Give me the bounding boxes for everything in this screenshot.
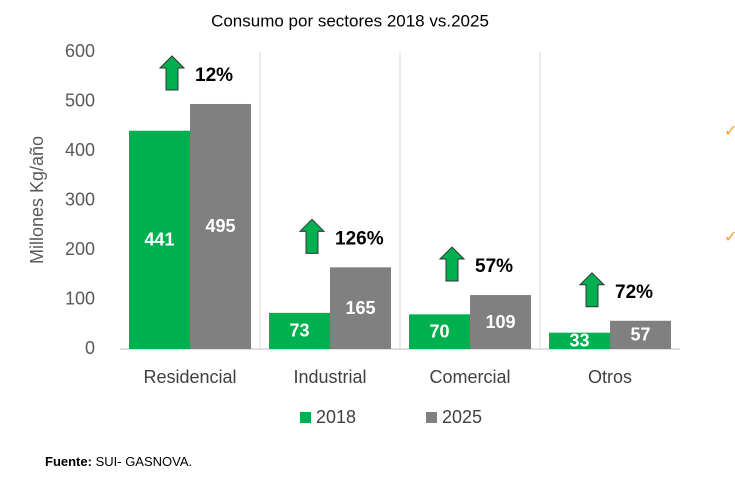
y-tick-label: 500 bbox=[65, 90, 95, 110]
bar bbox=[470, 295, 531, 349]
legend-label: 2018 bbox=[316, 407, 356, 427]
bar bbox=[409, 314, 470, 349]
value-label: 165 bbox=[345, 298, 375, 318]
y-tick-label: 600 bbox=[65, 41, 95, 61]
check-icon: ✓ bbox=[724, 123, 735, 140]
source-text: SUI- GASNOVA. bbox=[96, 454, 193, 469]
value-label: 109 bbox=[485, 312, 515, 332]
value-label: 57 bbox=[630, 325, 650, 345]
value-label: 70 bbox=[429, 321, 449, 341]
x-tick-label: Residencial bbox=[143, 367, 236, 387]
y-tick-label: 0 bbox=[85, 338, 95, 358]
up-arrow bbox=[298, 218, 326, 254]
legend-swatch bbox=[426, 412, 437, 423]
legend-swatch bbox=[300, 412, 311, 423]
bar bbox=[190, 103, 251, 349]
annotation: 126% bbox=[335, 228, 384, 249]
x-tick-label: Industrial bbox=[293, 367, 366, 387]
value-label: 441 bbox=[144, 230, 174, 250]
source: Fuente: SUI- GASNOVA. bbox=[45, 454, 192, 469]
bar bbox=[610, 320, 671, 349]
y-tick-label: 300 bbox=[65, 189, 95, 209]
up-arrow bbox=[158, 55, 186, 91]
x-tick-label: Comercial bbox=[429, 367, 510, 387]
check-icon: ✓ bbox=[724, 229, 735, 246]
annotation: 12% bbox=[195, 65, 233, 86]
bar bbox=[129, 130, 190, 349]
bar bbox=[330, 267, 391, 349]
value-label: 495 bbox=[205, 216, 235, 236]
chart-title: Consumo por sectores 2018 vs.2025 bbox=[211, 11, 489, 30]
value-label: 33 bbox=[569, 331, 589, 351]
up-arrow bbox=[438, 246, 466, 282]
y-tick-label: 100 bbox=[65, 288, 95, 308]
up-arrow bbox=[578, 272, 606, 308]
annotation: 72% bbox=[615, 282, 653, 303]
value-label: 73 bbox=[289, 321, 309, 341]
y-tick-label: 400 bbox=[65, 140, 95, 160]
bar bbox=[269, 312, 330, 349]
x-tick-label: Otros bbox=[588, 367, 632, 387]
source-label: Fuente: bbox=[45, 454, 92, 469]
bar bbox=[549, 332, 610, 349]
legend-label: 2025 bbox=[442, 407, 482, 427]
y-axis-label: Millones Kg/año bbox=[27, 136, 47, 264]
y-tick-label: 200 bbox=[65, 239, 95, 259]
annotation: 57% bbox=[475, 256, 513, 277]
